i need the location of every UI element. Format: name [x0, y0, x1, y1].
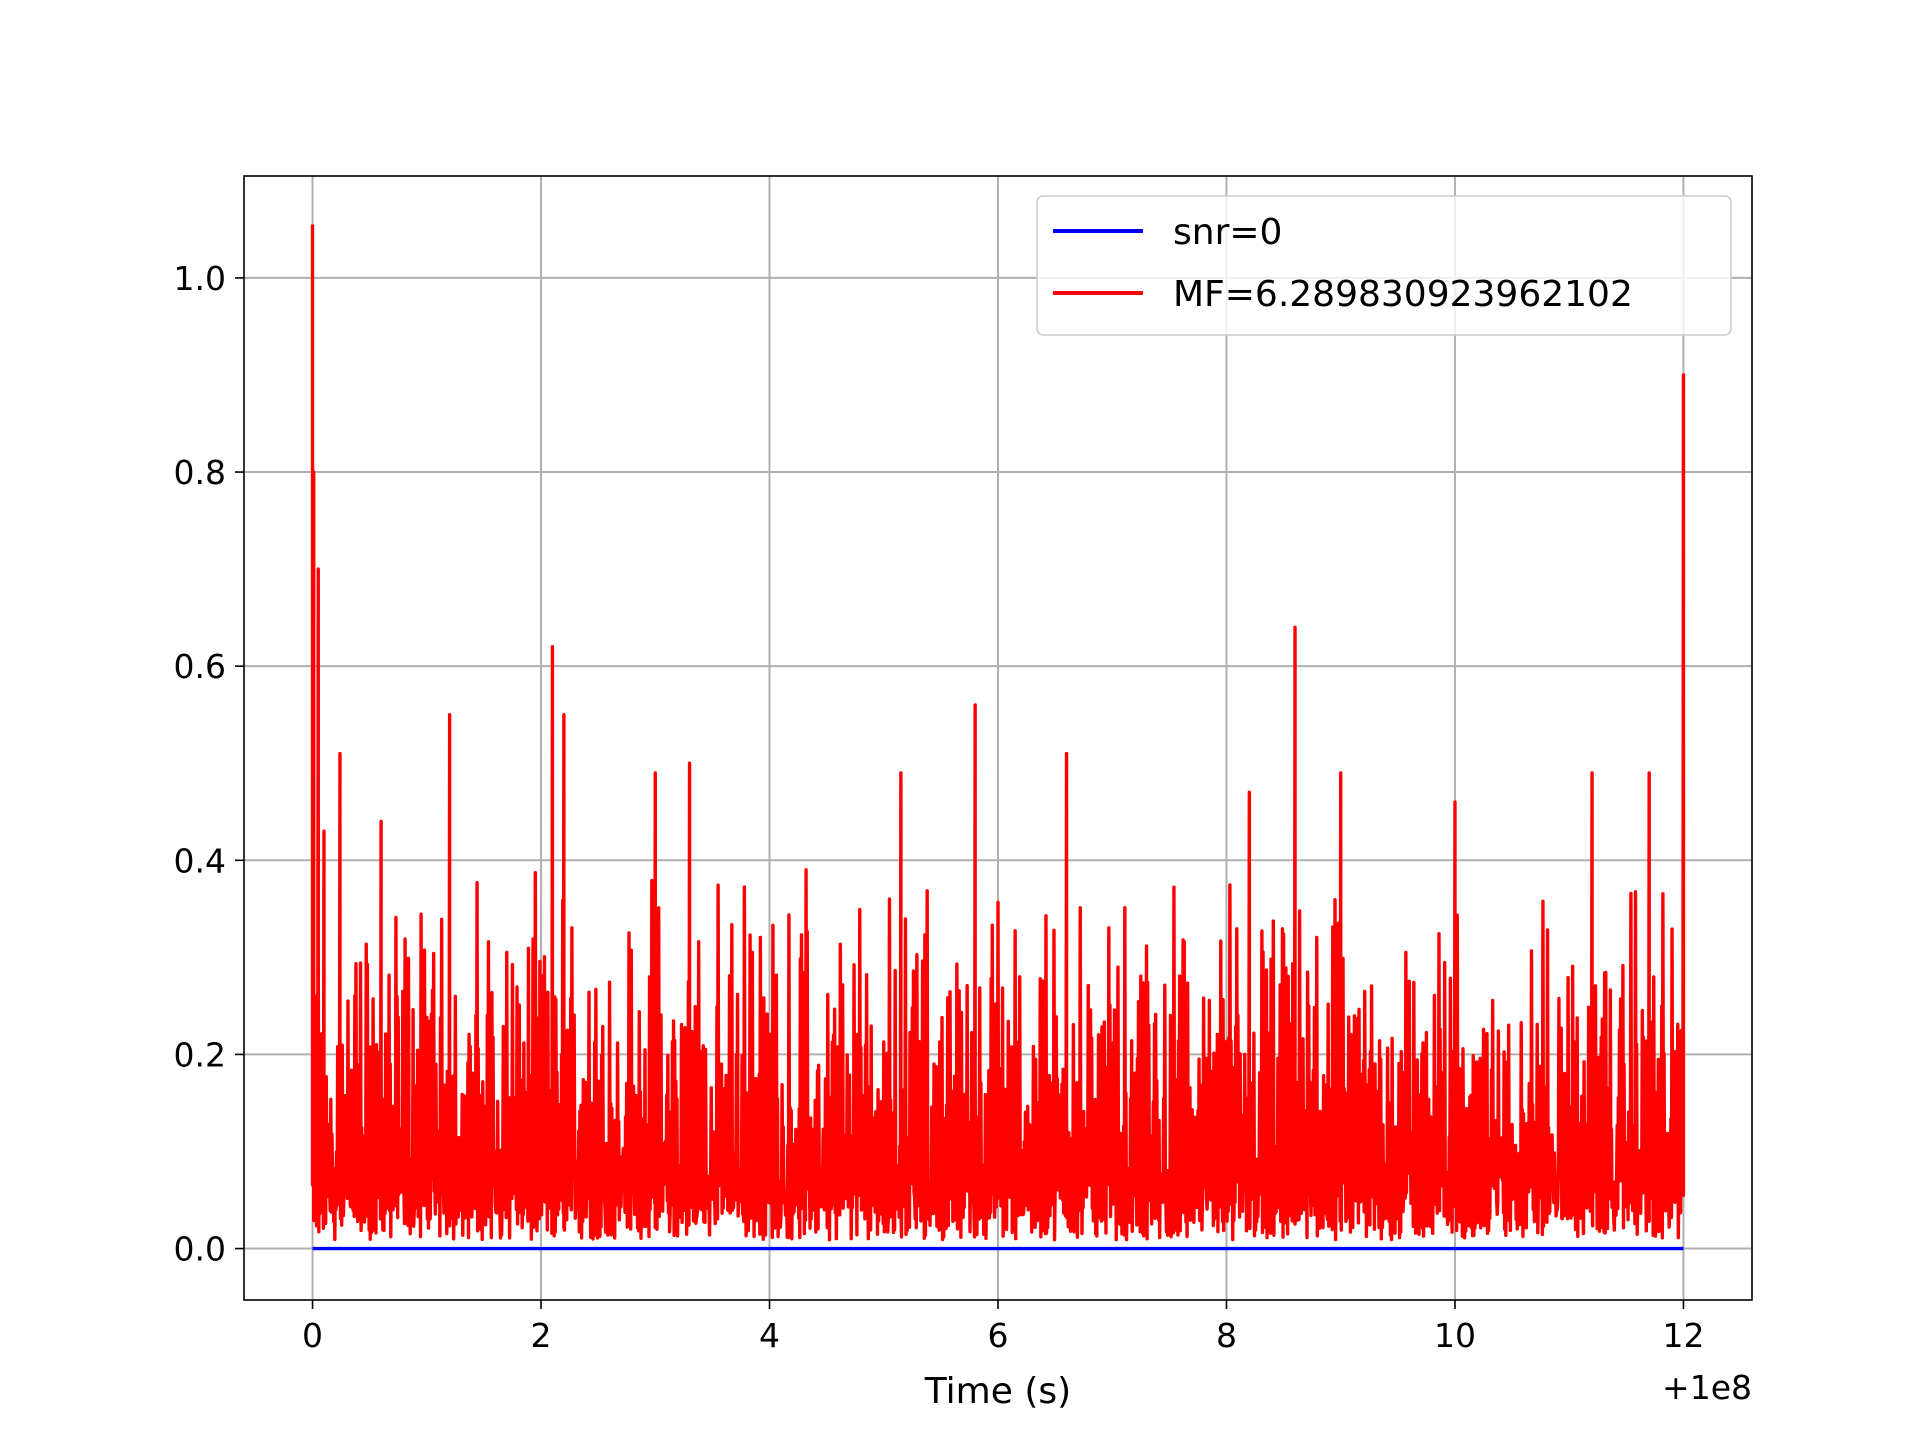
y-tick-label-2: 0.4 — [174, 841, 226, 880]
x-axis-ticks: 0 2 4 6 8 10 12 — [302, 1300, 1704, 1355]
x-axis-offset-label: +1e8 — [1662, 1368, 1752, 1407]
x-tick-label-5: 10 — [1434, 1316, 1476, 1355]
series-layer — [310, 224, 1686, 1251]
legend-label-mf: MF=6.289830923962102 — [1173, 274, 1633, 315]
y-tick-label-5: 1.0 — [174, 259, 226, 298]
y-tick-label-1: 0.2 — [174, 1035, 226, 1074]
x-tick-label-0: 0 — [302, 1316, 323, 1355]
x-tick-label-4: 8 — [1216, 1316, 1237, 1355]
y-tick-label-3: 0.6 — [174, 647, 226, 686]
legend-label-snr: snr=0 — [1173, 212, 1282, 253]
x-tick-label-6: 12 — [1662, 1316, 1704, 1355]
x-tick-label-1: 2 — [531, 1316, 552, 1355]
y-tick-label-4: 0.8 — [174, 453, 226, 492]
series-line-1 — [310, 224, 1686, 1242]
legend-box — [1036, 195, 1732, 336]
legend: snr=0 MF=6.289830923962102 — [1036, 195, 1732, 336]
y-axis-ticks: 0.0 0.2 0.4 0.6 0.8 1.0 — [174, 259, 244, 1269]
x-axis-label: Time (s) — [924, 1371, 1071, 1412]
x-tick-label-2: 4 — [759, 1316, 780, 1355]
x-tick-label-3: 6 — [988, 1316, 1009, 1355]
y-tick-label-0: 0.0 — [174, 1230, 226, 1269]
